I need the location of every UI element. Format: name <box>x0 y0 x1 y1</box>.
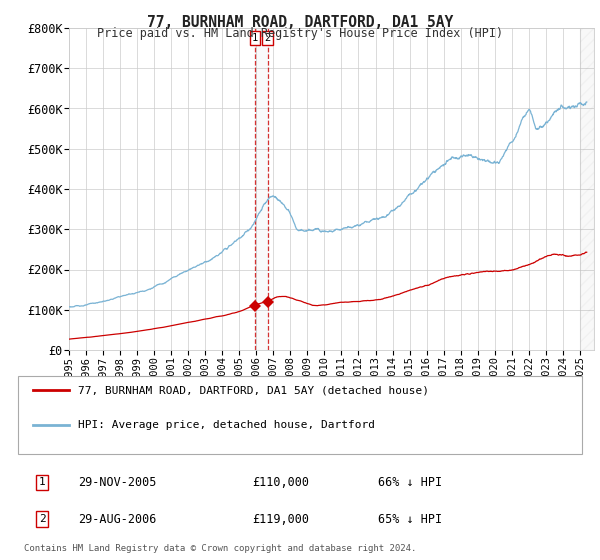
Text: 29-NOV-2005: 29-NOV-2005 <box>78 476 157 489</box>
Text: Contains HM Land Registry data © Crown copyright and database right 2024.: Contains HM Land Registry data © Crown c… <box>24 544 416 553</box>
Text: 65% ↓ HPI: 65% ↓ HPI <box>378 512 442 526</box>
FancyBboxPatch shape <box>18 376 582 454</box>
Text: 2: 2 <box>265 33 271 43</box>
Text: 1: 1 <box>251 33 258 43</box>
Text: £119,000: £119,000 <box>252 512 309 526</box>
Bar <box>255 28 268 350</box>
Text: Price paid vs. HM Land Registry's House Price Index (HPI): Price paid vs. HM Land Registry's House … <box>97 27 503 40</box>
Text: 29-AUG-2006: 29-AUG-2006 <box>78 512 157 526</box>
Text: 66% ↓ HPI: 66% ↓ HPI <box>378 476 442 489</box>
Text: 77, BURNHAM ROAD, DARTFORD, DA1 5AY: 77, BURNHAM ROAD, DARTFORD, DA1 5AY <box>147 15 453 30</box>
Bar <box>580 28 594 350</box>
Text: HPI: Average price, detached house, Dartford: HPI: Average price, detached house, Dart… <box>78 420 375 430</box>
Text: 77, BURNHAM ROAD, DARTFORD, DA1 5AY (detached house): 77, BURNHAM ROAD, DARTFORD, DA1 5AY (det… <box>78 385 429 395</box>
Text: 2: 2 <box>38 514 46 524</box>
Text: £110,000: £110,000 <box>252 476 309 489</box>
Text: 1: 1 <box>38 477 46 487</box>
